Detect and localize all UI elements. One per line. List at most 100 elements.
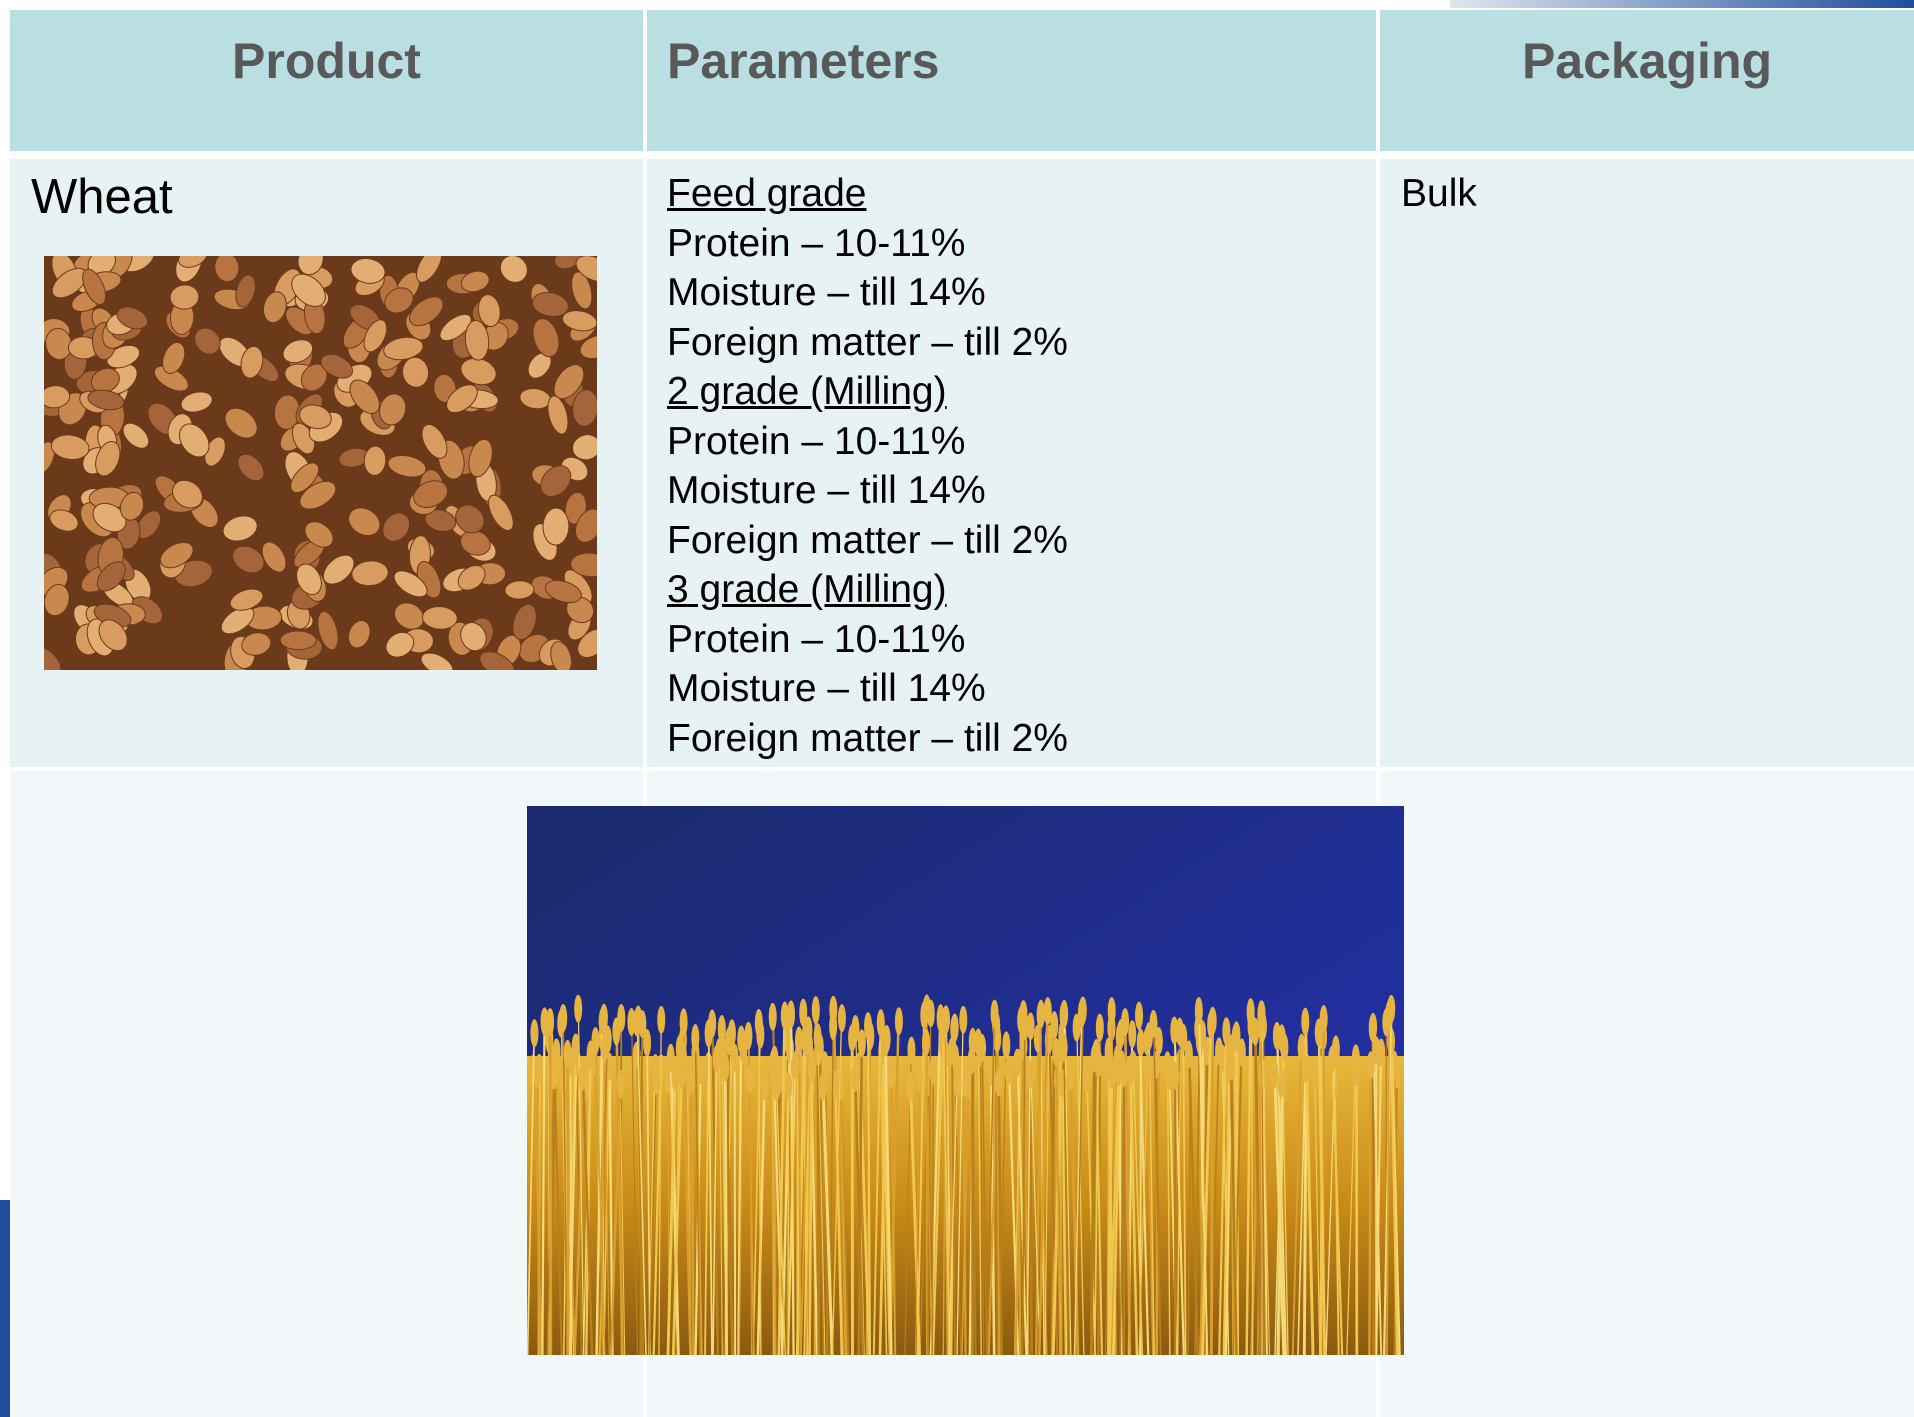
wheat-head	[1227, 1052, 1235, 1080]
wheat-head	[1067, 1062, 1075, 1090]
wheat-head	[1207, 1011, 1215, 1039]
product-cell: Wheat	[10, 159, 643, 767]
wheat-head	[671, 1063, 679, 1091]
parameter-line: Protein – 10-11%	[667, 615, 1068, 665]
wheat-head	[591, 1027, 599, 1055]
wheat-head	[959, 1006, 967, 1034]
wheat-head	[688, 1065, 696, 1093]
wheat-head	[1135, 1002, 1143, 1030]
parameter-line: Moisture – till 14%	[667, 466, 1068, 516]
parameter-line: Foreign matter – till 2%	[667, 318, 1068, 368]
wheat-head	[939, 1014, 947, 1042]
grade-title: 3 grade (Milling)	[667, 565, 1068, 615]
wheat-head	[808, 1055, 816, 1083]
wheat-head	[1121, 1008, 1129, 1036]
wheat-head	[812, 996, 820, 1024]
grade-title: 2 grade (Milling)	[667, 367, 1068, 417]
wheat-head	[829, 1012, 837, 1040]
wheat-head	[1128, 1020, 1136, 1048]
wheat-head	[533, 1059, 541, 1087]
wheat-head	[1258, 1000, 1266, 1028]
wheat-head	[927, 999, 935, 1027]
wheat-head	[680, 1008, 688, 1036]
wheat-head	[1078, 999, 1086, 1027]
wheat-head	[564, 1040, 572, 1068]
stalk	[550, 1010, 551, 1355]
wheat-head	[995, 1068, 1003, 1096]
header-text: Product	[10, 32, 643, 90]
wheat-head	[968, 1046, 976, 1074]
wheat-head	[858, 1029, 866, 1057]
wheat-head	[739, 1036, 747, 1064]
parameter-line: Protein – 10-11%	[667, 219, 1068, 269]
wheat-head	[574, 995, 582, 1023]
wheat-head	[617, 1070, 625, 1098]
wheat-head	[838, 1004, 846, 1032]
wheat-head	[805, 1031, 813, 1059]
wheat-head	[653, 1067, 661, 1095]
decor	[0, 1200, 10, 1417]
wheat-head	[881, 1029, 889, 1057]
wheat-head	[530, 1019, 538, 1047]
wheat-head	[713, 1045, 721, 1073]
grain-image	[44, 256, 597, 670]
wheat-head	[851, 1064, 859, 1092]
wheat-head	[1037, 1000, 1045, 1028]
wheat-head	[1171, 1062, 1179, 1090]
wheat-head	[1021, 1012, 1029, 1040]
stalk	[571, 1050, 572, 1355]
wheat-head	[784, 1072, 792, 1100]
wheat-head	[814, 1023, 822, 1051]
header-cell: Parameters	[647, 10, 1376, 151]
stalk	[1211, 1009, 1212, 1355]
wheat-head	[633, 1009, 641, 1037]
wheat-head	[721, 1054, 729, 1082]
wheat-head	[1179, 1024, 1187, 1052]
product-name: Wheat	[31, 169, 173, 225]
wheat-head	[1311, 1062, 1319, 1090]
wheat-head	[746, 1065, 754, 1093]
parameter-line: Moisture – till 14%	[667, 664, 1068, 714]
wheat-head	[1170, 1016, 1178, 1044]
wheat-head	[1005, 1057, 1013, 1085]
wheat-head	[1301, 1008, 1309, 1036]
header-text: Parameters	[667, 32, 939, 90]
wheat-head	[761, 1073, 769, 1101]
decor	[1450, 0, 1914, 8]
wheat-head	[691, 1024, 699, 1052]
wheat-head	[819, 1073, 827, 1101]
wheat-head	[795, 1027, 803, 1055]
packaging-text: Bulk	[1401, 169, 1477, 219]
wheat-head	[1271, 1060, 1279, 1088]
wheat-head	[725, 1027, 733, 1055]
wheat-head	[1145, 1022, 1153, 1050]
wheat-head	[559, 1004, 567, 1032]
empty-cell	[1380, 771, 1914, 1417]
wheat-head	[1372, 1036, 1380, 1064]
wheat-head	[643, 1029, 651, 1057]
stalk	[798, 1046, 799, 1355]
wheat-head	[1108, 997, 1116, 1025]
wheat-head	[1215, 1037, 1223, 1065]
header-cell: Packaging	[1380, 10, 1914, 151]
wheat-head	[792, 1051, 800, 1079]
wheat-head	[756, 1021, 764, 1049]
stalk	[725, 1056, 726, 1355]
wheat-head	[1152, 1051, 1160, 1079]
wheat-head	[929, 1057, 937, 1085]
wheat-head	[1027, 1060, 1035, 1088]
wheat-head	[781, 1002, 789, 1030]
wheat-head	[978, 1034, 986, 1062]
wheat-head	[1315, 1019, 1323, 1047]
wheat-head	[1060, 1033, 1068, 1061]
wheat-head	[599, 1007, 607, 1035]
wheat-head	[1195, 997, 1203, 1025]
parameter-line: Foreign matter – till 2%	[667, 714, 1068, 764]
wheat-head	[948, 1037, 956, 1065]
parameter-line: Moisture – till 14%	[667, 268, 1068, 318]
wheat-head	[1279, 1069, 1287, 1097]
wheat-head	[1248, 1012, 1256, 1040]
grain	[543, 508, 570, 546]
parameter-line: Foreign matter – till 2%	[667, 516, 1068, 566]
